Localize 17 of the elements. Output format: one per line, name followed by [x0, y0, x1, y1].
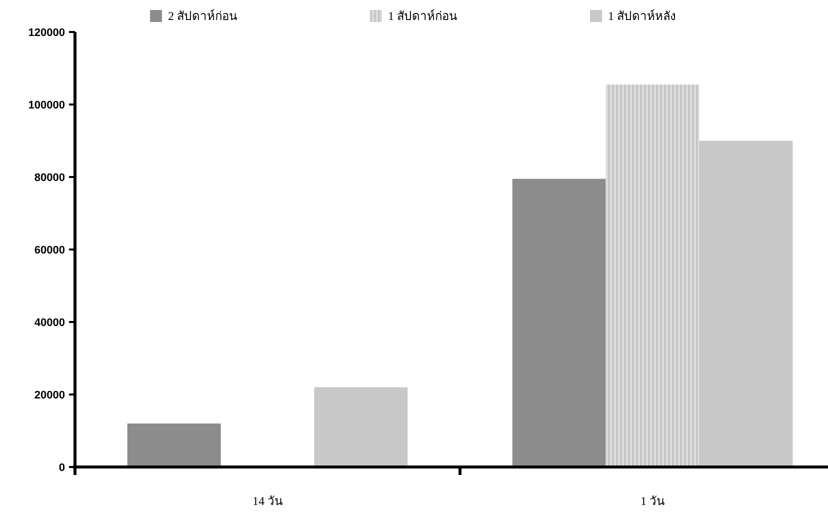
y-tick-label: 80000	[34, 172, 65, 184]
x-tick-label: 1 วัน	[640, 494, 664, 508]
y-tick-label: 100000	[28, 100, 65, 112]
legend-label: 1 สัปดาห์หลัง	[608, 9, 676, 23]
y-tick-label: 120000	[28, 27, 65, 39]
legend-label: 2 สัปดาห์ก่อน	[168, 9, 237, 23]
legend-label: 1 สัปดาห์ก่อน	[388, 9, 457, 23]
bar	[314, 387, 408, 467]
y-tick-label: 20000	[34, 390, 65, 402]
y-tick-label: 40000	[34, 317, 65, 329]
bar	[606, 84, 700, 467]
y-tick-label: 0	[58, 462, 65, 474]
y-tick-label: 60000	[34, 244, 65, 256]
x-tick-label: 14 วัน	[252, 494, 282, 508]
bar	[512, 178, 606, 467]
bar	[127, 424, 221, 467]
bar	[699, 140, 793, 467]
